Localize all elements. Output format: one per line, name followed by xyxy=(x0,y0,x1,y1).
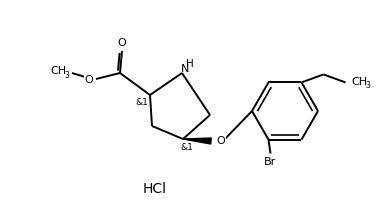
Text: CH: CH xyxy=(352,77,367,87)
Text: &1: &1 xyxy=(136,97,149,107)
Text: O: O xyxy=(85,75,93,85)
Text: CH: CH xyxy=(50,66,66,76)
Text: N: N xyxy=(181,64,189,74)
Text: Br: Br xyxy=(264,157,277,166)
Text: 3: 3 xyxy=(65,70,70,80)
Polygon shape xyxy=(183,138,211,144)
Text: &1: &1 xyxy=(181,143,194,153)
Text: H: H xyxy=(186,59,194,69)
Text: HCl: HCl xyxy=(143,182,167,196)
Text: O: O xyxy=(217,136,225,146)
Text: 3: 3 xyxy=(365,81,370,90)
Text: O: O xyxy=(118,38,126,48)
